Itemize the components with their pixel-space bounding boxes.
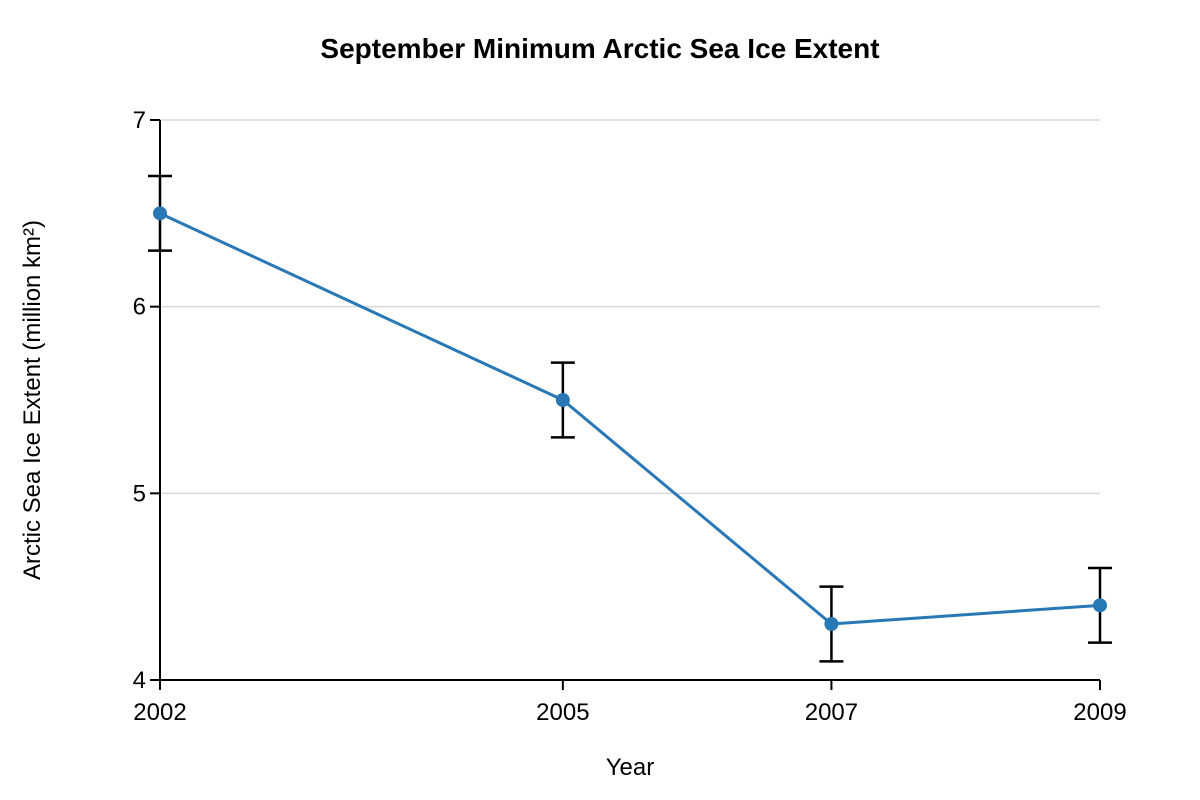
y-tick-label: 7 bbox=[133, 107, 146, 134]
y-ticks: 4 5 6 7 bbox=[133, 107, 160, 694]
series-line bbox=[159, 211, 1101, 626]
x-tick-label: 2002 bbox=[133, 699, 186, 726]
axes bbox=[159, 120, 1100, 681]
x-tick-label: 2007 bbox=[805, 699, 858, 726]
y-tick-label: 5 bbox=[133, 480, 146, 507]
data-point bbox=[153, 206, 167, 221]
x-tick-label: 2009 bbox=[1073, 699, 1126, 726]
x-tick-label: 2005 bbox=[536, 699, 589, 726]
x-ticks: 2002 2005 2007 2009 bbox=[133, 680, 1127, 726]
chart-title: September Minimum Arctic Sea Ice Extent bbox=[320, 33, 879, 64]
gridlines bbox=[160, 119, 1100, 495]
y-tick-label: 6 bbox=[133, 294, 146, 321]
data-point bbox=[1093, 598, 1107, 613]
data-point bbox=[824, 617, 839, 631]
data-point bbox=[555, 393, 570, 407]
x-axis-label: Year bbox=[606, 754, 655, 781]
y-axis-label: Arctic Sea Ice Extent (million km²) bbox=[19, 220, 46, 580]
y-tick-label: 4 bbox=[133, 667, 146, 694]
series-group bbox=[148, 174, 1112, 663]
